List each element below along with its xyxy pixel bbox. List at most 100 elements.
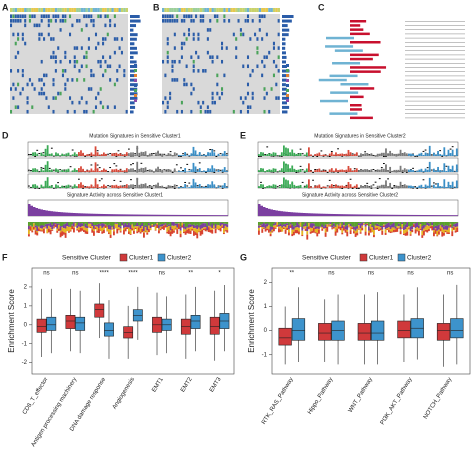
signature-bar <box>264 171 267 172</box>
signature-bar <box>109 185 112 187</box>
mutation-cell <box>99 14 102 19</box>
stack-bar <box>336 224 339 229</box>
mutation-cell <box>99 64 102 69</box>
stack-bar <box>123 230 125 235</box>
stack-bar <box>131 222 134 224</box>
stack-bar <box>93 222 95 226</box>
activity-bar <box>350 214 353 216</box>
mutation-cell <box>97 14 100 19</box>
stack-bar <box>446 222 449 226</box>
stack-bar <box>129 224 132 230</box>
mutation-cell <box>21 73 24 78</box>
stack-bar <box>389 231 392 234</box>
stack-bar <box>33 226 35 230</box>
stack-bar <box>303 226 305 229</box>
legend-swatch <box>134 84 137 87</box>
stack-bar <box>56 222 59 224</box>
stack-bar <box>126 222 129 225</box>
stack-bar <box>226 224 229 228</box>
signature-bar <box>430 185 433 187</box>
signature-bar <box>360 185 362 188</box>
mutation-cell <box>52 37 55 41</box>
signature-bar <box>175 185 178 187</box>
table-row <box>405 79 465 81</box>
activity-bar <box>113 214 116 216</box>
activity-bar <box>263 207 266 216</box>
mutation-cell <box>164 96 167 100</box>
mutation-cell <box>113 14 116 19</box>
stack-bar <box>391 223 394 228</box>
mutation-cell <box>197 55 200 59</box>
mutation-cell <box>26 109 29 114</box>
stack-bar <box>214 228 217 234</box>
forest-bar <box>340 83 369 86</box>
activity-bar <box>160 214 163 216</box>
mutation-cell <box>263 96 266 100</box>
signature-bar <box>113 185 116 188</box>
stack-bar <box>428 222 430 224</box>
signature-bar <box>44 180 47 188</box>
stack-bar <box>119 228 122 232</box>
stack-bar <box>438 229 440 232</box>
signature-bar <box>364 153 367 156</box>
signature-bar <box>341 187 344 189</box>
stack-bar <box>224 225 227 231</box>
stack-bar <box>156 224 159 228</box>
signature-bar <box>184 181 187 183</box>
signature-bar <box>84 155 87 157</box>
stack-bar <box>214 222 217 225</box>
stack-bar <box>174 228 177 230</box>
mutation-cell <box>216 55 219 59</box>
stack-bar <box>43 228 45 234</box>
stack-bar <box>309 223 312 228</box>
signature-bar <box>422 171 425 173</box>
activity-bar <box>158 214 161 216</box>
signature-bar <box>59 155 62 156</box>
mutation-cell <box>17 32 20 37</box>
gene-bar <box>130 96 138 100</box>
stack-bar <box>269 231 272 234</box>
mutation-cell <box>61 19 64 23</box>
signature-bar <box>453 171 456 172</box>
stack-bar <box>159 224 162 227</box>
activity-bar <box>298 212 301 216</box>
stack-bar <box>168 230 170 235</box>
stack-bar <box>309 231 312 234</box>
stack-bar <box>423 222 425 225</box>
stack-bar <box>204 223 207 227</box>
signature-bar <box>412 187 414 189</box>
stack-bar <box>414 229 417 234</box>
signature-bar <box>121 185 124 187</box>
mutation-cell <box>256 37 259 41</box>
stack-bar <box>86 231 89 235</box>
signature-bar <box>387 170 389 172</box>
box <box>65 315 76 329</box>
mutation-cell <box>213 100 216 105</box>
mutation-cell <box>90 73 93 78</box>
stack-bar <box>381 225 384 230</box>
stack-bar <box>29 225 32 227</box>
stack-bar <box>266 222 269 224</box>
signature-bar <box>289 184 292 188</box>
activity-bar <box>38 208 41 216</box>
stack-bar <box>158 225 160 229</box>
signature-bar <box>320 187 323 189</box>
stack-bar <box>409 222 412 227</box>
stack-bar <box>356 232 359 236</box>
activity-bar <box>283 211 286 216</box>
stack-bar <box>439 222 442 226</box>
signature-bar <box>399 165 402 172</box>
signature-bar <box>408 185 410 188</box>
annotation-cell <box>73 8 77 12</box>
signature-bar <box>449 169 452 172</box>
legend-swatch <box>286 89 289 92</box>
signature-bar <box>395 153 398 156</box>
signature-bar <box>333 186 335 188</box>
mutation-cell <box>71 78 74 82</box>
legend-swatch <box>286 94 289 97</box>
legend-label: Cluster2 <box>407 255 432 262</box>
gene-bar <box>130 78 137 82</box>
mutation-cell <box>176 109 179 114</box>
stack-bar <box>154 225 157 231</box>
stack-bar <box>114 222 117 223</box>
